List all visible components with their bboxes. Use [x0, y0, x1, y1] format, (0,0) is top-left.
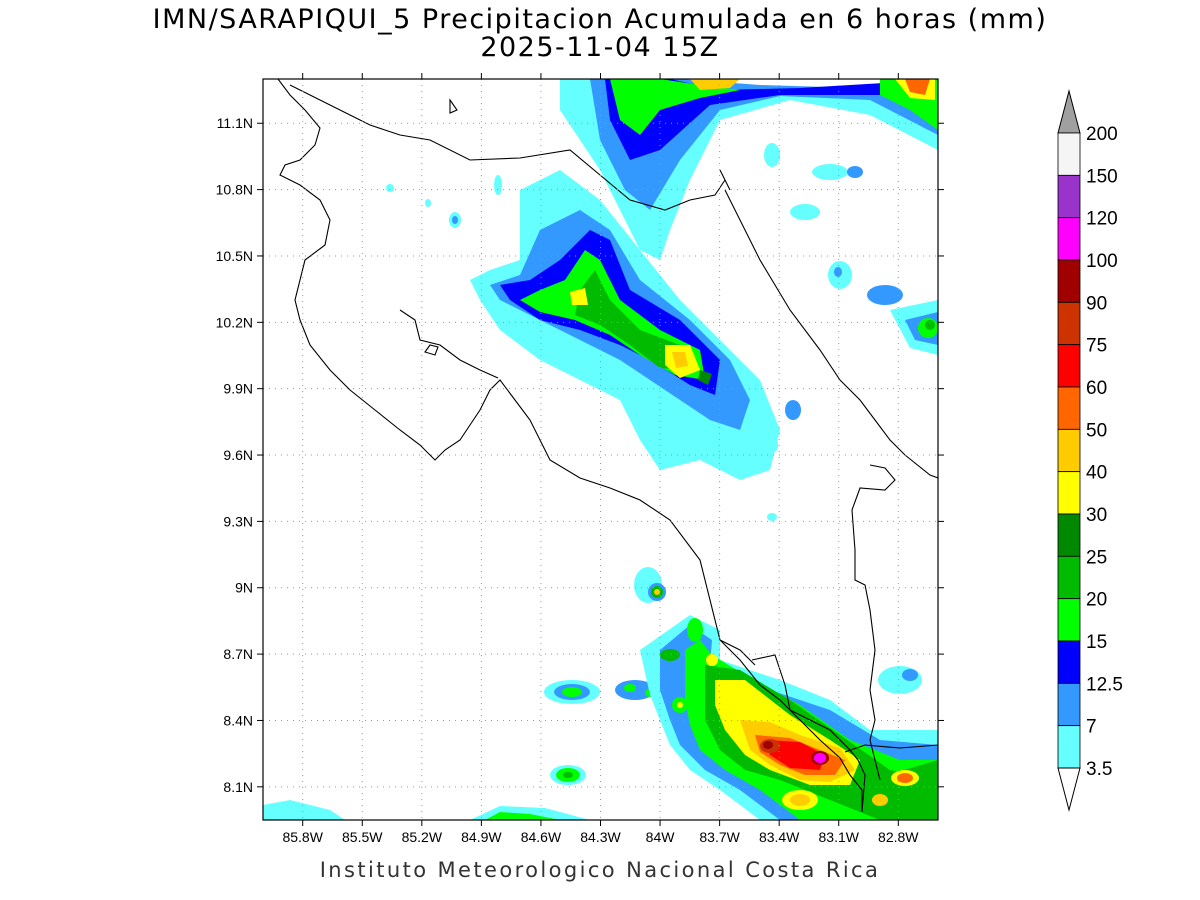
lon-label: 85.5W — [342, 829, 383, 845]
precipitation-field — [263, 79, 938, 820]
lon-label: 85.8W — [282, 829, 323, 845]
colorbar-swatch — [1057, 174, 1081, 219]
lon-label: 85.2W — [402, 829, 443, 845]
lat-label: 9N — [235, 580, 253, 596]
colorbar-level-label: 120 — [1086, 209, 1118, 230]
colorbar-swatch — [1057, 598, 1081, 642]
colorbar-swatch — [1057, 682, 1081, 727]
lat-label: 10.8N — [216, 182, 253, 198]
colorbar-level-label: 12.5 — [1086, 674, 1123, 695]
lon-label: 84.3W — [580, 829, 621, 845]
colorbar-level-label: 150 — [1086, 166, 1118, 187]
lat-label: 10.2N — [216, 314, 253, 330]
colorbar-level-label: 30 — [1086, 505, 1107, 526]
colorbar-level-label: 100 — [1086, 251, 1118, 272]
lat-label: 9.3N — [223, 513, 253, 529]
lat-label: 10.5N — [216, 248, 253, 264]
map-title: IMN/SARAPIQUI_5 Precipitacion Acumulada … — [152, 4, 1048, 35]
colorbar-swatch — [1057, 259, 1081, 303]
coastline-borders — [277, 79, 938, 813]
institution-credit: Instituto Meteorologico Nacional Costa R… — [319, 858, 881, 882]
latitude-labels: 11.1N 10.8N 10.5N 10.2N 9.9N 9.6N 9.3N 9N 8.7N 8.… — [216, 115, 253, 795]
colorbar-swatch — [1057, 471, 1081, 515]
colorbar-swatch — [1057, 428, 1081, 473]
lon-label: 83.4W — [759, 829, 800, 845]
colorbar-over-triangle — [1057, 89, 1081, 134]
colorbar-under-triangle — [1057, 767, 1081, 812]
colorbar-level-label: 15 — [1086, 632, 1107, 653]
colorbar-swatch — [1057, 344, 1081, 388]
colorbar-swatch — [1057, 217, 1081, 261]
colorbar-swatch — [1057, 640, 1081, 684]
colorbar-level-label: 90 — [1086, 293, 1107, 314]
colorbar-level-label: 3.5 — [1086, 759, 1112, 780]
axis-ticks — [257, 73, 944, 826]
map-datetime: 2025-11-04 15Z — [480, 32, 720, 63]
colorbar-swatch — [1057, 132, 1081, 176]
colorbar-level-label: 20 — [1086, 590, 1107, 611]
colorbar-swatch — [1057, 386, 1081, 430]
colorbar-level-label: 75 — [1086, 336, 1107, 357]
colorbar-swatch — [1057, 513, 1081, 557]
lat-label: 9.6N — [223, 447, 253, 463]
colorbar-swatch — [1057, 725, 1081, 769]
lon-label: 84.9W — [461, 829, 502, 845]
lon-label: 82.8W — [878, 829, 919, 845]
longitude-labels: 85.8W 85.5W 85.2W 84.9W 84.6W 84.3W 84W 83.7W 83… — [282, 829, 919, 845]
lat-label: 8.4N — [223, 712, 253, 728]
colorbar-level-label: 200 — [1086, 124, 1118, 145]
colorbar-swatch — [1057, 301, 1081, 346]
colorbar-level-label: 7 — [1086, 717, 1097, 738]
lat-label: 9.9N — [223, 381, 253, 397]
colorbar-legend: 200 150 120 100 90 75 60 50 40 30 25 20 15 12.5 7 3.5 — [1057, 89, 1123, 812]
lat-label: 11.1N — [217, 115, 253, 131]
lon-label: 83.7W — [699, 829, 740, 845]
colorbar-level-label: 25 — [1086, 547, 1107, 568]
colorbar-level-label: 60 — [1086, 378, 1107, 399]
lon-label: 84.6W — [521, 829, 562, 845]
lat-label: 8.1N — [223, 779, 253, 795]
colorbar-level-label: 50 — [1086, 420, 1107, 441]
lat-label: 8.7N — [223, 646, 253, 662]
lon-label: 83.1W — [819, 829, 860, 845]
colorbar-swatch — [1057, 555, 1081, 600]
lon-label: 84W — [646, 829, 676, 845]
colorbar-level-label: 40 — [1086, 463, 1107, 484]
